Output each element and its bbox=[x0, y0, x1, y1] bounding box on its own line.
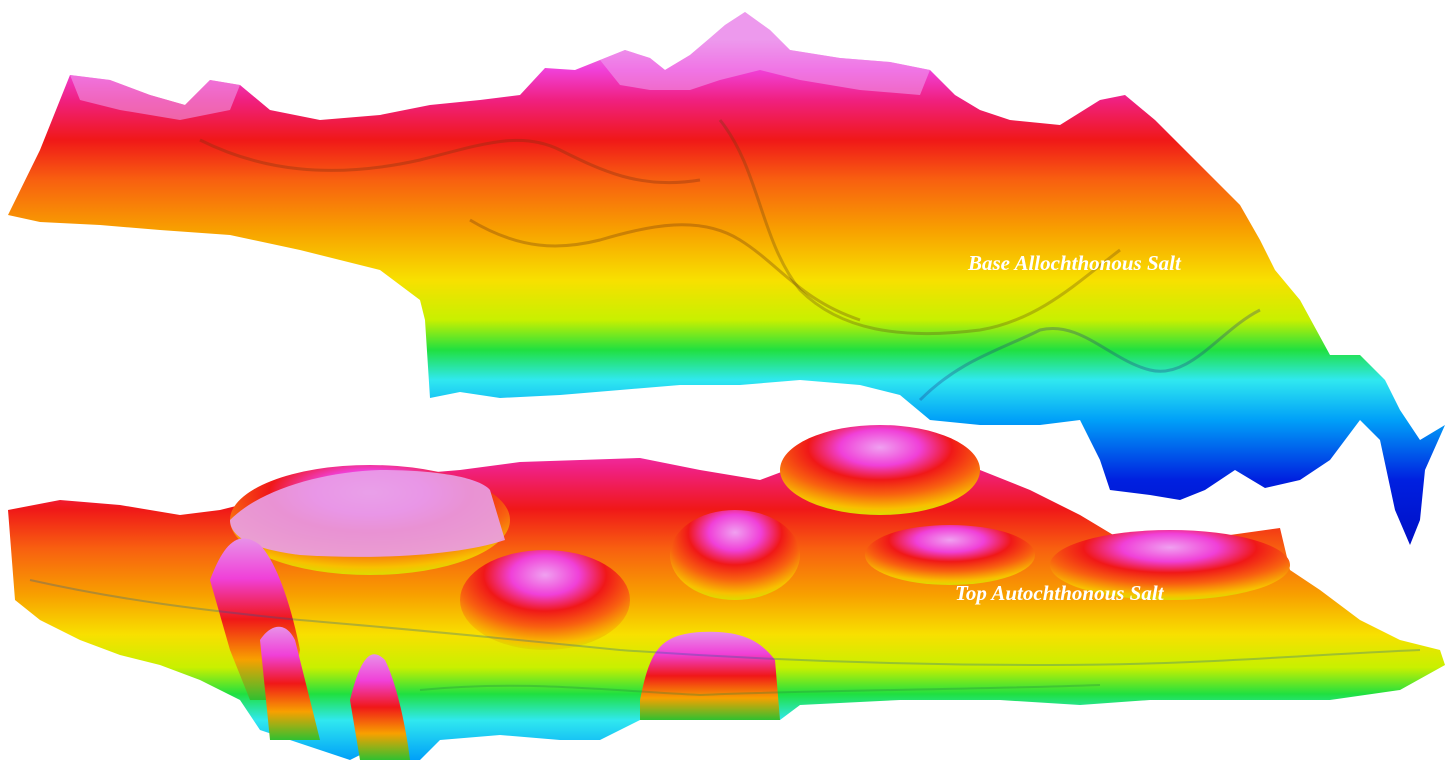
upper-ridge-shadow-2 bbox=[469, 218, 861, 322]
lower-dome-large-top bbox=[230, 470, 505, 557]
upper-salt-surface bbox=[8, 12, 1445, 545]
lower-dome-right bbox=[780, 425, 980, 515]
upper-surface-label: Base Allochthonous Salt bbox=[967, 251, 1182, 275]
lower-salt-surface bbox=[8, 425, 1445, 760]
upper-ridge-shadow-4 bbox=[918, 308, 1261, 402]
lower-surface-label: Top Autochthonous Salt bbox=[955, 581, 1165, 605]
upper-ridge-shadow-1 bbox=[199, 138, 701, 185]
lower-dome-east bbox=[865, 525, 1035, 585]
lower-dome-mid bbox=[460, 550, 630, 650]
lower-peak-left-2 bbox=[260, 626, 320, 740]
lower-contour-1 bbox=[29, 579, 1421, 667]
upper-crest-highlight bbox=[70, 75, 240, 120]
lower-peak-left-3 bbox=[350, 654, 410, 760]
upper-surface-body bbox=[8, 12, 1445, 545]
upper-crest-highlight-2 bbox=[600, 12, 930, 95]
lower-dome-center bbox=[670, 510, 800, 600]
lower-dome-far-right bbox=[1050, 530, 1290, 600]
upper-ridge-shadow-3 bbox=[718, 119, 1121, 336]
lower-peak-mid-bottom bbox=[640, 631, 780, 720]
lower-contour-2 bbox=[419, 684, 1101, 697]
